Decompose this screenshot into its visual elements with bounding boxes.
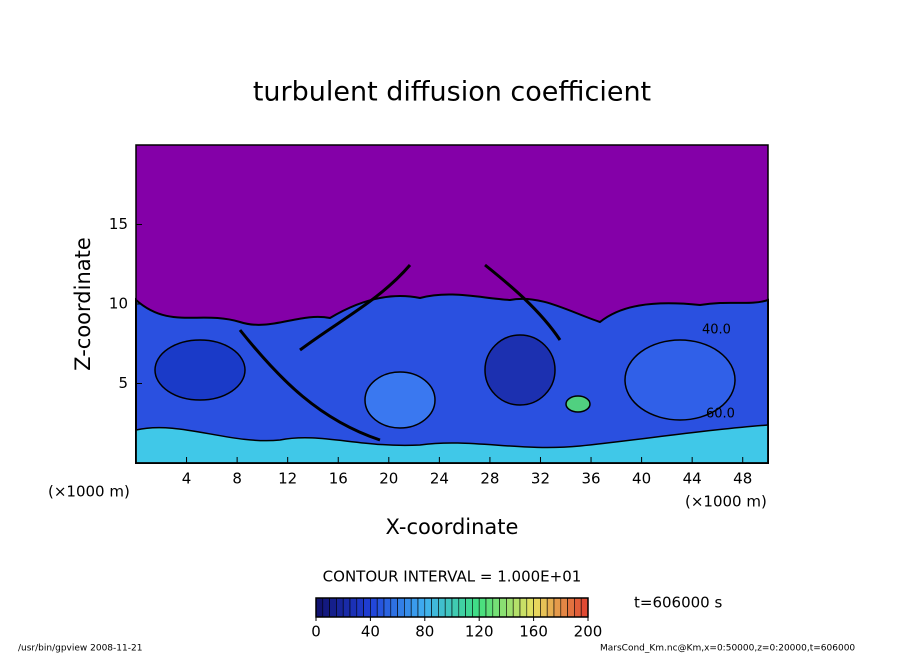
- x-tick-label: 48: [733, 470, 752, 488]
- lower-band: [135, 424, 769, 464]
- vortex: [565, 395, 591, 413]
- x-unit: (×1000 m): [685, 493, 767, 511]
- x-tick-label: 44: [683, 470, 702, 488]
- x-tick-label: 28: [480, 470, 499, 488]
- colorbar-swatch: [567, 597, 575, 618]
- colorbar-swatch: [526, 597, 534, 618]
- colorbar-swatch: [519, 597, 528, 618]
- x-tick-label: 8: [232, 470, 242, 488]
- colorbar-swatch: [342, 597, 351, 618]
- x-tick-label: 32: [531, 470, 550, 488]
- colorbar-swatch: [315, 597, 324, 618]
- contour-field: 40.0 60.0: [135, 145, 769, 464]
- turbulent-layer: [135, 293, 769, 464]
- colorbar-swatch: [478, 597, 487, 618]
- contour-label: 40.0: [702, 323, 731, 338]
- colorbar-frame: [315, 597, 589, 618]
- colorbar-swatch: [322, 597, 330, 618]
- colorbar-swatch: [356, 597, 364, 618]
- colorbar-swatch: [376, 597, 385, 618]
- colorbar-swatch: [424, 597, 432, 618]
- colorbar-swatch: [417, 597, 426, 618]
- footer-right: MarsCond_Km.nc@Km,x=0:50000,z=0:20000,t=…: [600, 644, 855, 654]
- colorbar-tick-label: 80: [415, 623, 434, 641]
- colorbar-swatch: [451, 597, 460, 618]
- x-tick-label: 24: [430, 470, 449, 488]
- x-tick-label: 36: [581, 470, 600, 488]
- footer-left: /usr/bin/gpview 2008-11-21: [18, 644, 142, 654]
- vortex: [624, 339, 736, 421]
- vortex: [364, 371, 436, 429]
- colorbar-swatch: [485, 597, 494, 618]
- contour-interval: CONTOUR INTERVAL = 1.000E+01: [323, 568, 582, 586]
- y-tick-label: 5: [118, 374, 128, 392]
- colorbar-tick-label: 200: [574, 623, 603, 641]
- colorbar-swatch: [363, 597, 371, 618]
- colorbar-swatch: [580, 597, 589, 618]
- colorbar-swatch: [431, 597, 439, 618]
- colorbar-swatch: [390, 597, 398, 618]
- colorbar-tick-label: 40: [361, 623, 380, 641]
- y-tick-label: 10: [109, 295, 128, 313]
- colorbar-swatch: [336, 597, 344, 618]
- colorbar-swatch: [506, 597, 514, 618]
- colorbar-swatch: [533, 597, 541, 618]
- contour-line: [238, 263, 562, 442]
- vortex: [154, 339, 246, 401]
- colorbar-swatch: [383, 597, 392, 618]
- colorbar-swatch: [465, 597, 473, 618]
- colorbar-tick-label: 120: [465, 623, 494, 641]
- colorbar-swatch: [574, 597, 582, 618]
- x-tick-label: 40: [632, 470, 651, 488]
- colorbar-tick-label: 0: [311, 623, 321, 641]
- colorbar-swatch: [540, 597, 548, 618]
- colorbar-swatch: [560, 597, 568, 618]
- y-unit: (×1000 m): [48, 483, 130, 501]
- colorbar-tick-label: 160: [519, 623, 548, 641]
- colorbar-swatch: [499, 597, 507, 618]
- x-tick-label: 16: [329, 470, 348, 488]
- chart-title: turbulent diffusion coefficient: [253, 77, 651, 108]
- colorbar-swatch: [458, 597, 466, 618]
- colorbar-swatch: [553, 597, 562, 618]
- x-tick-label: 12: [278, 470, 297, 488]
- colorbar-swatch: [397, 597, 405, 618]
- colorbar-swatch: [472, 597, 480, 618]
- colorbar-swatch: [410, 597, 419, 618]
- colorbar-swatch: [370, 597, 378, 618]
- y-tick-label: 15: [109, 215, 128, 233]
- colorbar-swatch: [349, 597, 358, 618]
- colorbar-swatch: [404, 597, 412, 618]
- colorbar-swatch: [492, 597, 500, 618]
- x-tick-label: 4: [182, 470, 192, 488]
- y-axis-label: Z-coordinate: [71, 237, 95, 371]
- x-axis-label: X-coordinate: [386, 515, 519, 539]
- colorbar-swatch: [438, 597, 446, 618]
- colorbar-swatch: [546, 597, 555, 618]
- colorbar-swatch: [329, 597, 337, 618]
- vortex: [484, 334, 556, 406]
- colorbar-swatch: [512, 597, 521, 618]
- contour-label: 60.0: [706, 407, 735, 422]
- time-label: t=606000 s: [634, 594, 722, 612]
- x-tick-label: 20: [379, 470, 398, 488]
- colorbar-swatch: [444, 597, 453, 618]
